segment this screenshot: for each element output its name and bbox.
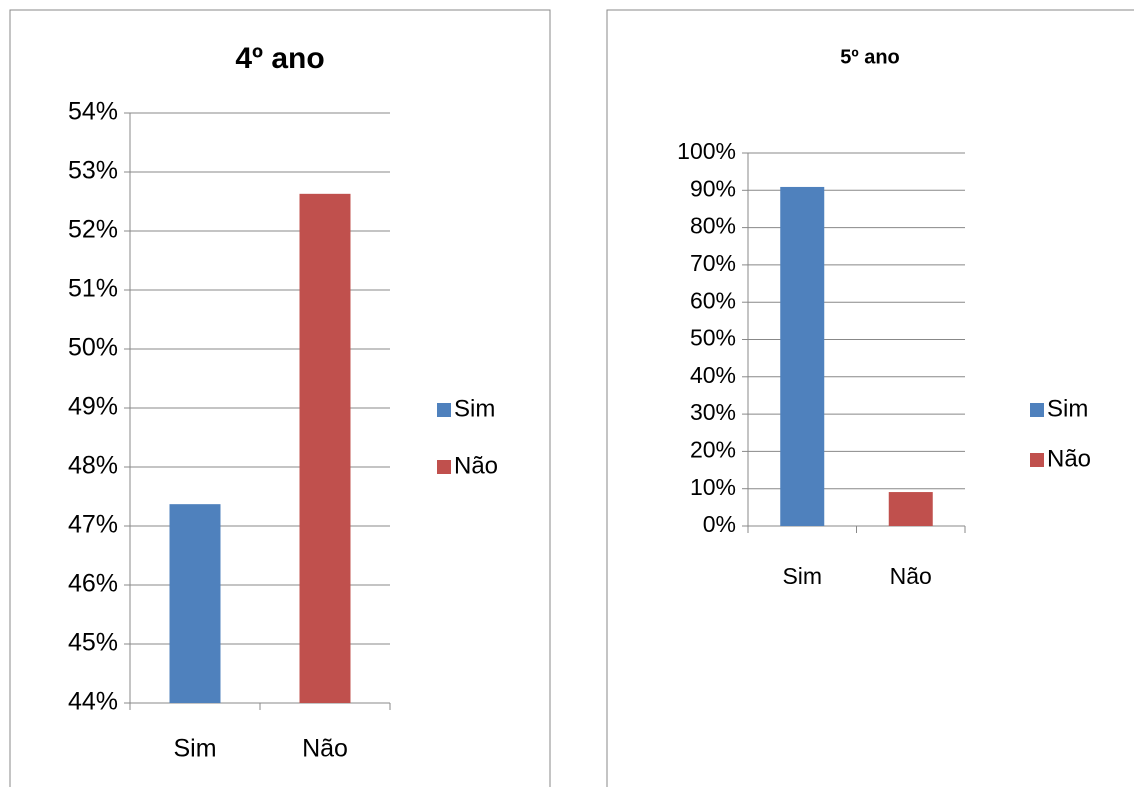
bar bbox=[888, 492, 933, 526]
bar bbox=[169, 504, 221, 703]
y-tick-label: 45% bbox=[68, 629, 118, 657]
y-tick-label: 70% bbox=[690, 250, 736, 276]
y-tick-label: 80% bbox=[690, 213, 736, 239]
legend-label: Sim bbox=[1047, 395, 1088, 422]
legend-label: Não bbox=[454, 452, 498, 479]
legend-swatch bbox=[1030, 453, 1044, 467]
y-tick-label: 44% bbox=[68, 688, 118, 716]
y-tick-label: 50% bbox=[690, 325, 736, 351]
y-tick-label: 48% bbox=[68, 452, 118, 480]
y-tick-label: 53% bbox=[68, 157, 118, 185]
y-tick-label: 46% bbox=[68, 570, 118, 598]
x-tick-label: Não bbox=[890, 563, 932, 589]
x-tick-label: Sim bbox=[173, 735, 216, 763]
y-tick-label: 60% bbox=[690, 287, 736, 313]
x-tick-label: Sim bbox=[782, 563, 822, 589]
y-tick-label: 30% bbox=[690, 399, 736, 425]
chart-frame bbox=[9, 9, 551, 787]
y-tick-label: 47% bbox=[68, 511, 118, 539]
y-tick-label: 50% bbox=[68, 334, 118, 362]
y-tick-label: 0% bbox=[703, 511, 736, 537]
bar bbox=[780, 186, 825, 526]
chart-frame bbox=[606, 9, 1134, 787]
legend-swatch bbox=[437, 403, 451, 417]
y-tick-label: 10% bbox=[690, 474, 736, 500]
y-tick-label: 52% bbox=[68, 216, 118, 244]
chart-title: 4º ano bbox=[235, 42, 324, 75]
y-tick-label: 54% bbox=[68, 98, 118, 126]
legend-swatch bbox=[1030, 403, 1044, 417]
chart-title: 5º ano bbox=[840, 46, 900, 68]
y-tick-label: 90% bbox=[690, 175, 736, 201]
y-tick-label: 20% bbox=[690, 436, 736, 462]
y-tick-label: 40% bbox=[690, 362, 736, 388]
legend-swatch bbox=[437, 460, 451, 474]
y-tick-label: 49% bbox=[68, 393, 118, 421]
y-tick-label: 100% bbox=[677, 138, 736, 164]
legend-label: Não bbox=[1047, 445, 1091, 472]
x-tick-label: Não bbox=[302, 735, 348, 763]
legend-label: Sim bbox=[454, 395, 495, 422]
y-tick-label: 51% bbox=[68, 275, 118, 303]
bar bbox=[299, 193, 351, 703]
